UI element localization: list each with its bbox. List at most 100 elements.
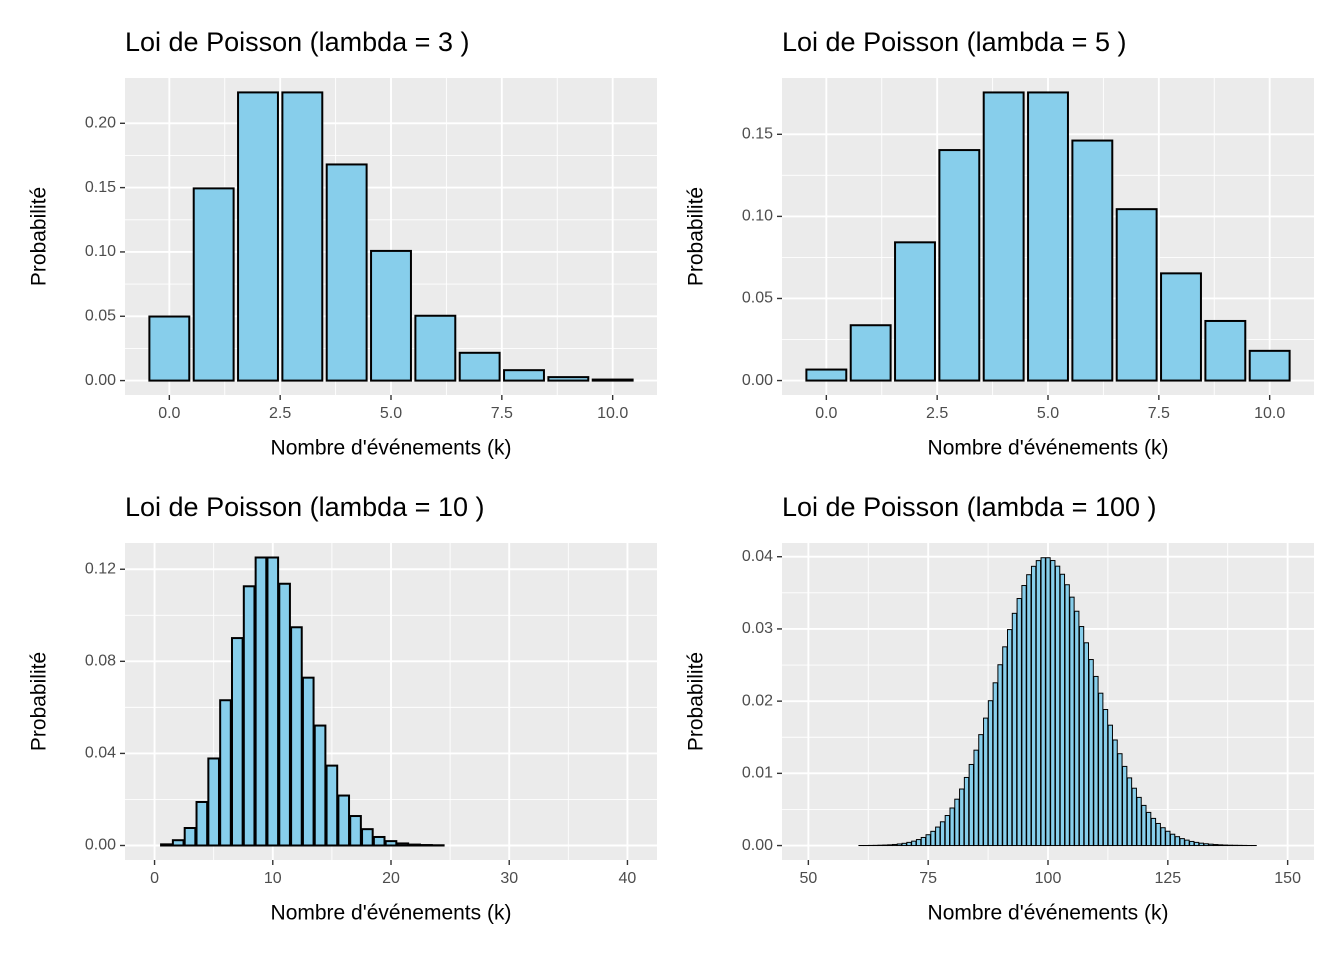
bar: [935, 826, 941, 847]
bar: [1078, 626, 1085, 847]
y-tick-label: 0.20: [85, 115, 116, 132]
bar: [1126, 777, 1133, 847]
bar: [1179, 838, 1185, 847]
x-tick-label: 75: [919, 870, 937, 887]
bar: [1002, 646, 1008, 847]
bar: [1107, 724, 1113, 847]
bar: [1088, 659, 1094, 847]
panel: 0.00 0.04 0.08 0.12 0 10 20 30 40 Loi de Poisson …: [28, 492, 657, 925]
x-tick-label: 0.0: [158, 405, 180, 422]
x-tick-label: 20: [382, 870, 400, 887]
y-tick-label: 0.05: [742, 290, 773, 307]
bar: [1160, 827, 1166, 847]
y-tick-label: 0.10: [742, 208, 773, 225]
bar: [891, 843, 898, 847]
bar: [325, 163, 368, 382]
bar: [325, 764, 339, 847]
bar: [849, 324, 892, 382]
bar: [207, 757, 220, 847]
bar: [290, 626, 303, 847]
bar: [372, 835, 386, 847]
bar: [361, 828, 374, 847]
chart-title: Loi de Poisson (lambda = 5 ): [782, 27, 1126, 57]
bar: [938, 149, 981, 382]
bar: [148, 315, 191, 382]
x-tick-label: 5.0: [380, 405, 402, 422]
bar: [1050, 560, 1056, 847]
bar: [1098, 692, 1104, 847]
bar: [906, 841, 912, 847]
y-tick-label: 0.00: [742, 837, 773, 854]
bar: [1213, 844, 1219, 847]
y-tick-label: 0.00: [742, 372, 773, 389]
bar: [458, 351, 501, 382]
bar: [195, 800, 209, 847]
bar: [901, 842, 907, 847]
bar: [887, 844, 893, 847]
y-tick-label: 0.15: [85, 179, 116, 196]
x-tick-label: 5.0: [1037, 405, 1059, 422]
bar: [963, 776, 970, 847]
bar: [503, 369, 545, 382]
bar: [1083, 642, 1089, 847]
bar: [1059, 573, 1066, 847]
x-tick-label: 0.0: [815, 405, 837, 422]
y-tick-label: 0.00: [85, 372, 116, 389]
x-tick-label: 10.0: [597, 405, 628, 422]
bar: [1198, 842, 1205, 847]
bar: [1016, 598, 1022, 847]
x-tick-label: 7.5: [491, 405, 513, 422]
chart-title: Loi de Poisson (lambda = 100 ): [782, 492, 1156, 522]
y-axis-title: Probabilité: [685, 187, 708, 286]
bar: [1141, 804, 1147, 847]
bar: [278, 582, 291, 847]
bar: [1027, 91, 1069, 382]
bar: [805, 368, 848, 382]
bar: [1026, 574, 1032, 847]
bar: [1045, 557, 1051, 847]
bar: [1193, 841, 1200, 847]
bar: [1136, 796, 1142, 847]
bar: [192, 187, 235, 382]
bar: [313, 724, 327, 847]
panel: 0.00 0.05 0.10 0.15 0.0 2.5 5.0 7.5 10.0 Loi de P…: [685, 27, 1314, 460]
bar: [1248, 349, 1291, 382]
bar: [254, 556, 268, 847]
x-tick-label: 10.0: [1254, 405, 1285, 422]
bar: [987, 700, 994, 847]
bar: [266, 556, 280, 847]
bar: [396, 842, 410, 847]
bar: [1007, 629, 1013, 847]
bar: [1165, 830, 1171, 847]
y-tick-label: 0.02: [742, 692, 773, 709]
bar: [1069, 596, 1075, 847]
bar: [384, 840, 398, 847]
bar: [414, 314, 457, 382]
bar: [1112, 739, 1118, 847]
bar: [896, 843, 903, 847]
x-tick-label: 7.5: [1148, 405, 1170, 422]
bar: [911, 840, 917, 847]
bar: [230, 637, 244, 847]
bar: [591, 378, 634, 382]
bar: [997, 664, 1003, 847]
bar: [1184, 839, 1190, 847]
bar: [1117, 753, 1123, 847]
x-tick-label: 50: [799, 870, 817, 887]
bar: [337, 794, 351, 847]
bar: [1021, 585, 1027, 847]
bar: [1064, 584, 1070, 847]
y-tick-label: 0.04: [742, 548, 773, 565]
x-axis-title: Nombre d'événements (k): [271, 902, 512, 925]
y-tick-label: 0.04: [85, 745, 116, 762]
bar: [959, 788, 965, 847]
bar: [349, 815, 362, 847]
y-tick-label: 0.15: [742, 126, 773, 143]
bar: [1011, 612, 1018, 847]
x-axis-title: Nombre d'événements (k): [271, 437, 512, 460]
bar: [915, 839, 922, 847]
y-tick-label: 0.10: [85, 243, 116, 260]
bar: [973, 749, 979, 847]
bar: [160, 843, 173, 847]
